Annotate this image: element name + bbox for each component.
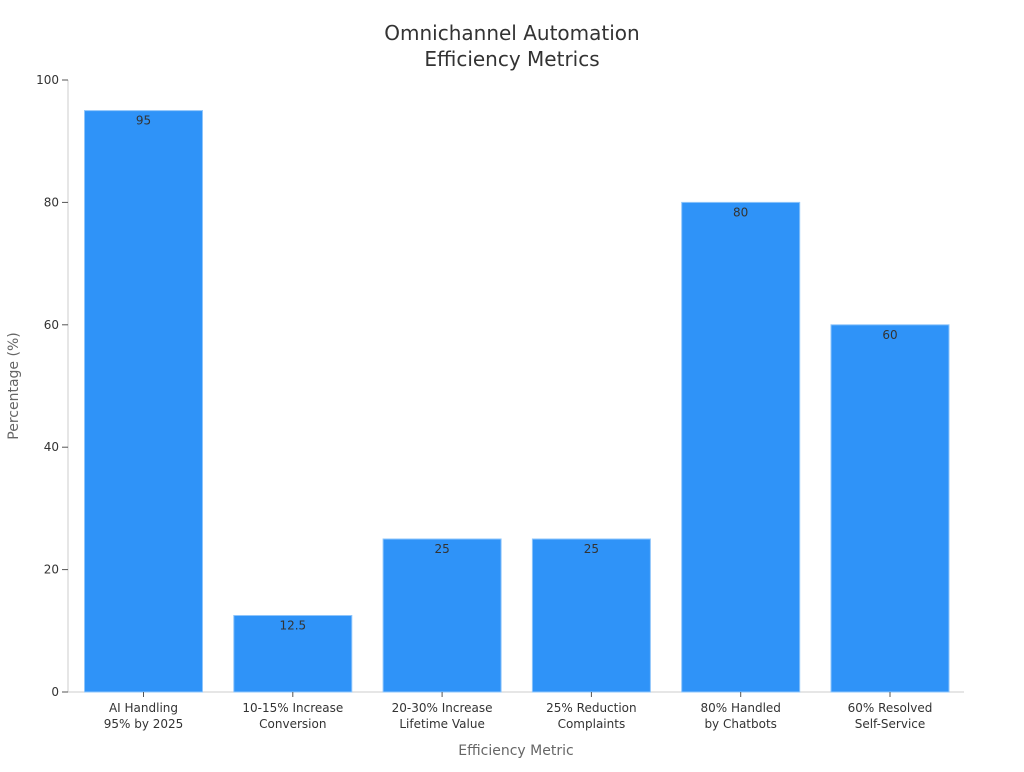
- x-tick-label: 20-30% Increase: [392, 701, 493, 715]
- bar-value-label: 80: [733, 205, 748, 219]
- x-tick-label: Conversion: [259, 717, 326, 731]
- y-tick-label: 0: [51, 685, 59, 699]
- x-tick-label: by Chatbots: [704, 717, 777, 731]
- bar: [382, 538, 502, 693]
- x-tick-label: 25% Reduction: [546, 701, 636, 715]
- x-tick-label: 80% Handled: [700, 701, 780, 715]
- x-axis-label: Efficiency Metric: [458, 743, 573, 759]
- y-tick-label: 60: [44, 318, 59, 332]
- bar: [830, 324, 950, 693]
- x-tick-label: 10-15% Increase: [242, 701, 343, 715]
- y-axis-label: Percentage (%): [6, 332, 22, 439]
- chart-title-line-2: Efficiency Metrics: [424, 47, 599, 71]
- bar-value-label: 25: [584, 542, 599, 556]
- x-tick-label: 95% by 2025: [104, 717, 184, 731]
- bar: [681, 201, 801, 693]
- bar-value-label: 25: [434, 542, 449, 556]
- x-tick-label: 60% Resolved: [848, 701, 933, 715]
- x-tick-label: AI Handling: [109, 701, 178, 715]
- chart-title-line-1: Omnichannel Automation: [384, 21, 639, 45]
- y-tick-label: 100: [36, 73, 59, 87]
- bar: [84, 110, 203, 693]
- y-axis-ticks: 0 20 40 60 80 100: [36, 73, 68, 699]
- bars-group: 95 12.5 25 25 80 60: [84, 110, 950, 693]
- x-tick-label: Lifetime Value: [399, 717, 485, 731]
- bar: [233, 615, 353, 693]
- bar-value-label: 95: [136, 114, 151, 128]
- x-tick-label: Complaints: [558, 717, 626, 731]
- bar-value-label: 12.5: [279, 619, 306, 633]
- x-tick-label: Self-Service: [855, 717, 926, 731]
- x-axis-ticks: AI Handling 95% by 2025 10-15% Increase Con…: [104, 692, 933, 731]
- y-tick-label: 20: [44, 563, 59, 577]
- bar: [531, 538, 651, 693]
- y-tick-label: 40: [44, 440, 59, 454]
- y-tick-label: 80: [44, 195, 59, 209]
- bar-value-label: 60: [882, 328, 897, 342]
